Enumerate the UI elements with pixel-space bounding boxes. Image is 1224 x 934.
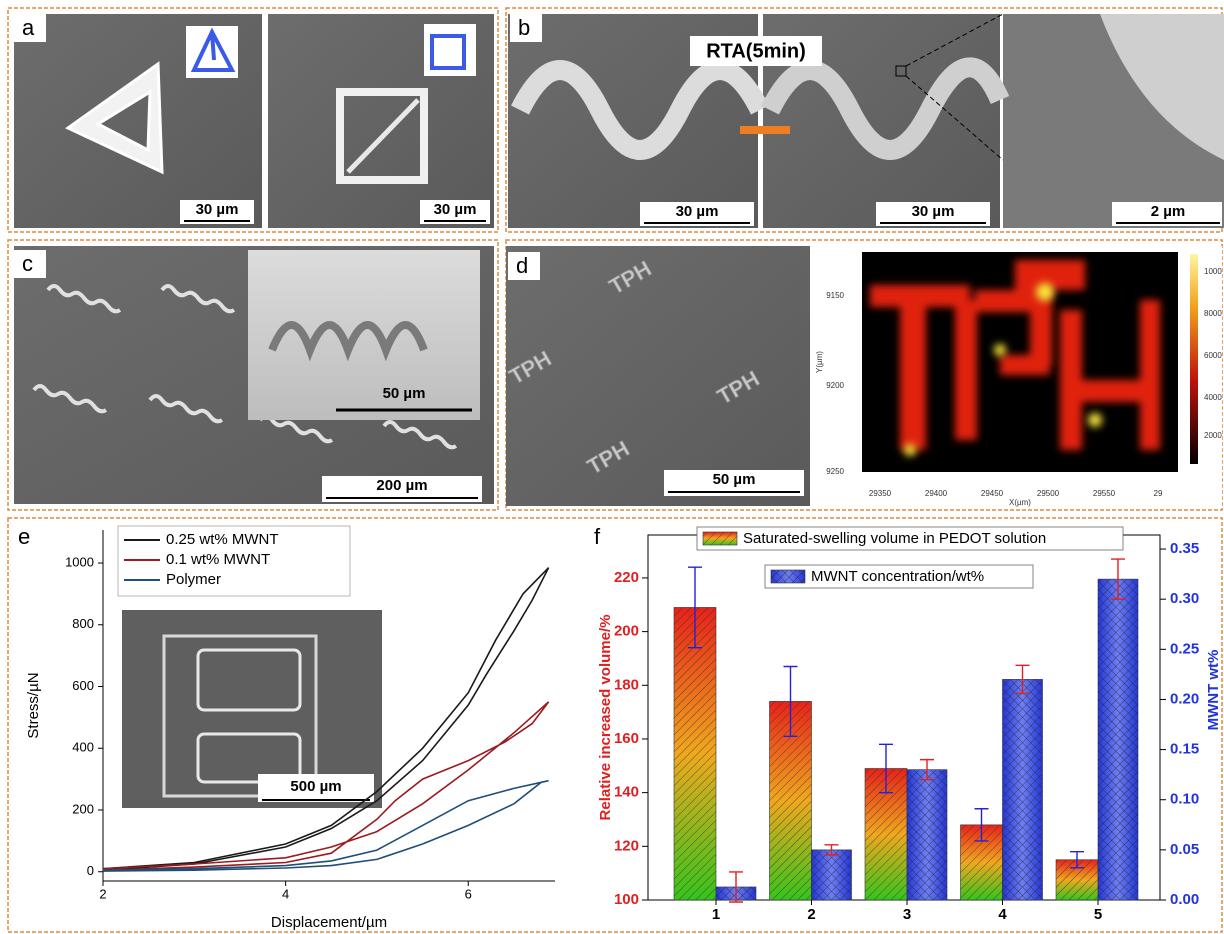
x-tick-label: 2 — [807, 906, 815, 923]
legend-label: 0.1 wt% MWNT — [166, 551, 270, 568]
y-tick-label: 200 — [614, 623, 639, 640]
map-ytick: 9250 — [826, 467, 844, 476]
scale-label: 30 µm — [196, 201, 239, 218]
sem-image — [506, 246, 810, 506]
panel-label: c — [22, 251, 33, 276]
colorbar-label: 6000 — [1204, 351, 1222, 360]
x-tick-label: 5 — [1094, 906, 1102, 923]
panel-c: 50 µm c 200 µm — [8, 240, 498, 510]
panel-label: d — [516, 253, 528, 278]
x-tick-label: 2 — [99, 886, 106, 901]
legend-swatch-hatch — [703, 532, 737, 545]
colorbar-label: 2000 — [1204, 431, 1222, 440]
y2-tick-label: 0.20 — [1170, 690, 1199, 707]
y-tick-label: 160 — [614, 730, 639, 747]
map-xtick: 29450 — [981, 489, 1004, 498]
y-tick-label: 200 — [72, 801, 94, 816]
y2-tick-label: 0.00 — [1170, 891, 1199, 908]
y-axis-label: Relative increased volume/% — [597, 615, 614, 821]
y-tick-label: 180 — [614, 676, 639, 693]
panel-d: TPH TPH TPH TPH d 50 µm 9150 9200 9250 Y… — [505, 240, 1222, 510]
scale-label: 200 µm — [376, 477, 427, 494]
scale-label: 2 µm — [1151, 203, 1186, 220]
panel-a: a 30 µm 30 µm — [8, 8, 498, 232]
x-tick-label: 1 — [712, 906, 720, 923]
colorbar-label: 1000 — [1204, 267, 1222, 276]
colorbar-label: 8000 — [1204, 309, 1222, 318]
y2-tick-label: 0.30 — [1170, 590, 1199, 607]
y2-axis-label: MWNT wt% — [1205, 650, 1222, 731]
map-ytick: 9200 — [826, 381, 844, 390]
legend-swatch-hatch — [771, 570, 805, 583]
legend-label: 0.25 wt% MWNT — [166, 531, 279, 548]
x-tick-label: 3 — [903, 906, 911, 923]
annotation: RTA(5min) — [706, 40, 806, 62]
y2-tick-label: 0.05 — [1170, 841, 1199, 858]
y-tick-label: 600 — [72, 678, 94, 693]
scale-label: 30 µm — [434, 201, 477, 218]
y-axis-label: Stress/µN — [25, 672, 42, 738]
y2-tick-label: 0.10 — [1170, 791, 1199, 808]
panel-label: b — [518, 15, 530, 40]
x-tick-label: 4 — [998, 906, 1007, 923]
y-tick-label: 0 — [87, 863, 94, 878]
bar-hatch — [1098, 579, 1138, 900]
legend-label: Polymer — [166, 571, 221, 588]
map-xtick: 29 — [1154, 489, 1163, 498]
y-tick-label: 120 — [614, 837, 639, 854]
y2-tick-label: 0.15 — [1170, 741, 1199, 758]
bar-hatch — [907, 770, 947, 900]
map-xtick: 29550 — [1093, 489, 1116, 498]
y-tick-label: 1000 — [65, 554, 94, 569]
panel-label: f — [594, 524, 601, 549]
map-ytick: 9150 — [826, 291, 844, 300]
scale-label: 30 µm — [912, 203, 955, 220]
y-tick-label: 400 — [72, 740, 94, 755]
scale-label: 500 µm — [290, 778, 341, 795]
map-ylabel: Y(µm) — [815, 351, 824, 373]
y2-tick-label: 0.35 — [1170, 540, 1199, 557]
panel-b: RTA(5min) b 30 µm 30 µm 2 µm — [506, 8, 1224, 232]
y2-tick-label: 0.25 — [1170, 640, 1199, 657]
y-tick-label: 220 — [614, 569, 639, 586]
colorbar-label: 4000 — [1204, 393, 1222, 402]
y-tick-label: 140 — [614, 784, 639, 801]
x-tick-label: 6 — [465, 886, 472, 901]
colorbar — [1190, 254, 1198, 464]
panel-label: a — [22, 15, 35, 40]
legend-label: Saturated-swelling volume in PEDOT solut… — [743, 530, 1046, 547]
map-xlabel: X(µm) — [1009, 498, 1031, 507]
scale-label: 50 µm — [383, 385, 426, 402]
bar-hatch — [1003, 679, 1043, 900]
y-tick-label: 800 — [72, 616, 94, 631]
scale-label: 30 µm — [676, 203, 719, 220]
map-xtick: 29350 — [869, 489, 892, 498]
x-tick-label: 4 — [282, 886, 289, 901]
bar-hatch — [674, 607, 716, 900]
legend-label: MWNT concentration/wt% — [811, 568, 984, 585]
y-tick-label: 100 — [614, 891, 639, 908]
bar-hatch — [812, 850, 852, 900]
panel-label: e — [18, 524, 30, 549]
scale-label: 50 µm — [713, 471, 756, 488]
map-xtick: 29500 — [1037, 489, 1060, 498]
figure: a 30 µm 30 µm RTA(5min) b 30 µm 30 µm 2 … — [0, 0, 1224, 934]
map-xtick: 29400 — [925, 489, 948, 498]
x-axis-label: Displacement/µm — [271, 914, 387, 931]
